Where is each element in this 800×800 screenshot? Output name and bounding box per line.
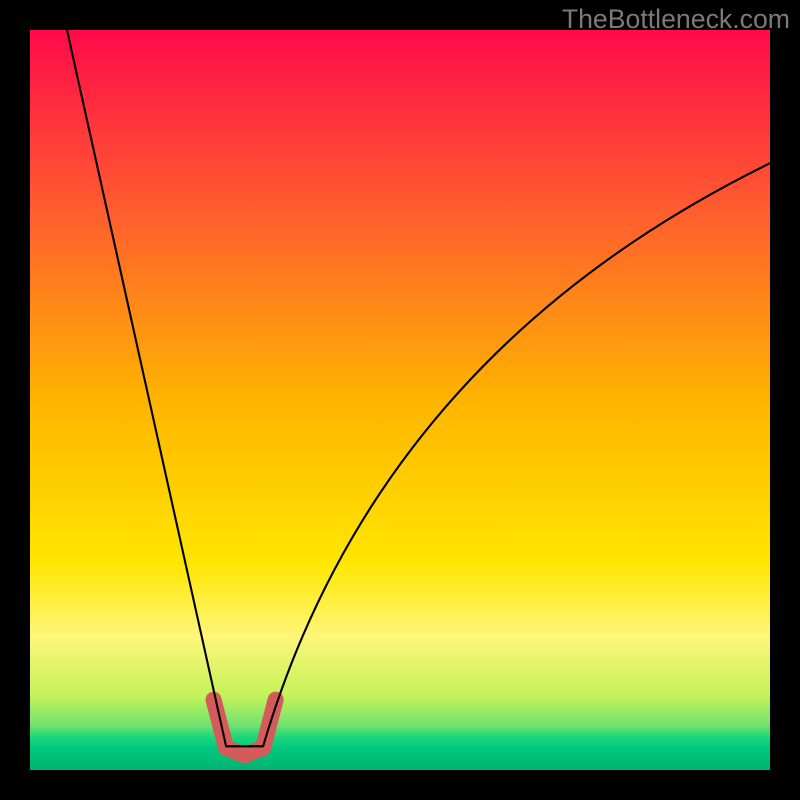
watermark-label: TheBottleneck.com xyxy=(562,4,790,35)
bottleneck-chart xyxy=(0,0,800,800)
figure-root: TheBottleneck.com xyxy=(0,0,800,800)
chart-gradient-background xyxy=(30,30,770,770)
